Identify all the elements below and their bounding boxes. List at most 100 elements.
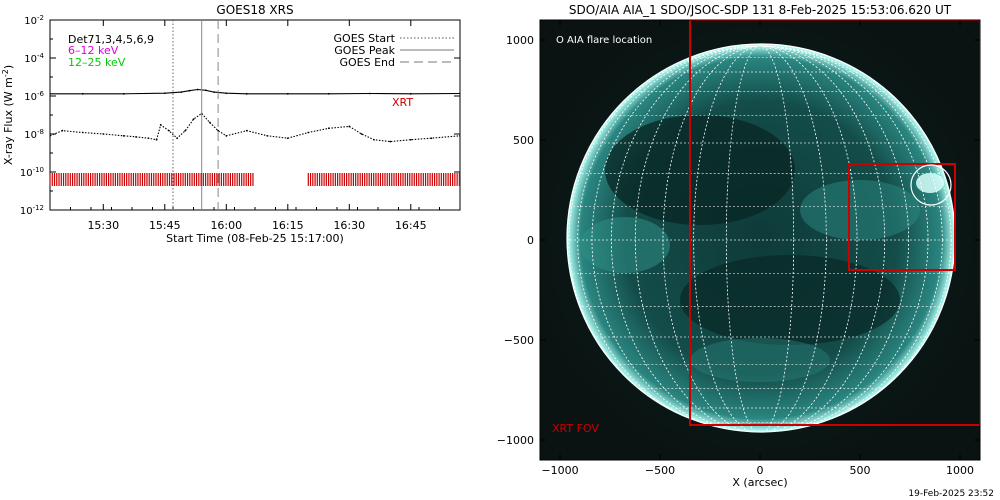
channels-label: Det71,3,4,5,6,9 xyxy=(68,33,154,46)
grid-longitude-line xyxy=(693,45,827,432)
goes-short-point xyxy=(360,133,363,135)
goes-long-point xyxy=(213,91,215,94)
goes-long-point xyxy=(327,92,330,95)
grid-longitude-line xyxy=(591,45,929,432)
band-low-label: 6–12 keV xyxy=(68,44,119,57)
x-tick-label: −1000 xyxy=(541,464,578,477)
aia-title: SDO/AIA AIA_1 SDO/JSOC-SDP 131 8-Feb-202… xyxy=(569,3,952,17)
goes-short-channel-line xyxy=(50,112,460,143)
goes-long-point xyxy=(163,92,166,95)
coronal-hole xyxy=(605,115,795,225)
y-tick-label: 0 xyxy=(527,234,534,247)
goes-short-point xyxy=(307,131,310,134)
xrt-label: XRT xyxy=(392,96,413,109)
goes-long-point xyxy=(50,92,51,95)
aia-x-axis-label: X (arcsec) xyxy=(732,476,787,489)
goes-short-point xyxy=(389,140,392,143)
goes-short-point xyxy=(159,124,162,126)
goes-long-point xyxy=(122,92,125,95)
goes-series xyxy=(50,88,460,143)
grid-longitude-line xyxy=(634,45,886,432)
aia-x-ticks: −1000 −500 0 500 1000 xyxy=(541,20,974,477)
footer-timestamp: 19-Feb-2025 23:52 xyxy=(908,489,994,499)
goes-short-point xyxy=(409,138,412,141)
y-tick-label: 10-2 xyxy=(24,14,44,27)
flare-brightening xyxy=(916,173,944,193)
goes-short-point xyxy=(50,134,51,137)
xrt-fov-label: XRT FOV xyxy=(552,422,599,435)
aia-image: O AIA flare location XRT FOV xyxy=(540,20,980,460)
x-tick-label: −500 xyxy=(645,464,675,477)
goes-short-point xyxy=(430,137,433,140)
goes-x-axis-label: Start Time (08-Feb-25 15:17:00) xyxy=(166,232,344,245)
x-tick-label: 1000 xyxy=(946,464,974,477)
y-tick-label: 10-6 xyxy=(24,90,44,103)
y-tick-label: 1000 xyxy=(506,34,534,47)
bright-region xyxy=(800,180,920,240)
goes-short-point xyxy=(176,137,179,140)
goes-short-point xyxy=(266,134,269,137)
goes-long-point xyxy=(409,92,412,95)
grid-longitude-line xyxy=(568,45,952,432)
goes-long-point xyxy=(368,92,371,95)
legend-goes-end-label: GOES End xyxy=(339,56,395,69)
goes-short-point xyxy=(286,137,289,140)
goes-short-point xyxy=(348,125,351,128)
flare-zoom-box xyxy=(848,163,956,271)
bright-region xyxy=(580,217,670,273)
solar-features xyxy=(580,115,944,382)
goes-short-point xyxy=(147,137,150,140)
grid-longitude-line xyxy=(577,45,943,432)
goes-long-point xyxy=(459,92,460,95)
goes-long-point xyxy=(245,92,248,95)
goes-short-point xyxy=(102,133,105,135)
x-tick-label: 16:15 xyxy=(272,219,304,232)
x-tick-label: 500 xyxy=(850,464,871,477)
aia-panel: SDO/AIA AIA_1 SDO/JSOC-SDP 131 8-Feb-202… xyxy=(497,3,981,489)
heliographic-grid xyxy=(567,45,954,432)
goes-long-channel-line xyxy=(50,88,460,95)
y-tick-label: 10-12 xyxy=(20,204,44,217)
goes-short-point xyxy=(81,131,84,134)
goes-title: GOES18 XRS xyxy=(216,3,293,17)
goes-short-point xyxy=(459,134,460,137)
legend-goes-start-label: GOES Start xyxy=(334,32,396,45)
goes-short-point xyxy=(373,138,375,141)
legend-goes-peak-label: GOES Peak xyxy=(334,44,395,57)
goes-short-point xyxy=(209,121,211,124)
xrt-fov-frame xyxy=(689,20,980,426)
goes-long-point xyxy=(180,91,183,94)
goes-short-point xyxy=(217,129,220,132)
y-tick-label: −1000 xyxy=(497,434,534,447)
goes-long-point xyxy=(81,92,84,95)
xrt-coverage-bars xyxy=(49,173,460,186)
goes-x-ticks: 15:30 15:45 16:00 16:15 16:30 16:45 xyxy=(49,20,461,232)
goes-y-axis-label: X-ray Flux (W m-2) xyxy=(1,65,15,165)
y-tick-label: 10-10 xyxy=(20,166,44,179)
band-high-label: 12–25 keV xyxy=(68,56,126,69)
goes-short-point xyxy=(327,127,330,130)
goes-y-ticks: 10-2 10-4 10-6 10-8 10-10 10-12 xyxy=(20,14,460,217)
aia-flare-location-label: O AIA flare location xyxy=(556,35,652,46)
x-tick-label: 16:45 xyxy=(395,219,427,232)
x-tick-label: 16:00 xyxy=(210,219,242,232)
goes-long-point xyxy=(188,89,191,92)
goes-short-point xyxy=(184,129,187,132)
goes-short-point xyxy=(155,138,158,141)
goes-short-point xyxy=(245,129,248,132)
goes-panel: GOES18 XRS 10-2 10-4 10-6 10-8 10-10 10-12 15… xyxy=(1,3,461,245)
y-tick-label: −500 xyxy=(504,334,534,347)
y-tick-label: 10-4 xyxy=(24,52,44,65)
x-tick-label: 16:30 xyxy=(333,219,365,232)
goes-long-point xyxy=(286,92,289,95)
goes-event-lines xyxy=(172,20,219,210)
goes-short-point xyxy=(61,129,64,132)
goes-short-point xyxy=(168,129,170,132)
y-tick-label: 10-8 xyxy=(24,128,44,141)
aia-flare-location-marker xyxy=(910,164,952,206)
goes-short-point xyxy=(225,134,228,137)
goes-long-point xyxy=(204,89,207,92)
bright-region xyxy=(690,338,830,382)
aia-y-ticks: −1000 −500 0 500 1000 xyxy=(497,34,980,447)
